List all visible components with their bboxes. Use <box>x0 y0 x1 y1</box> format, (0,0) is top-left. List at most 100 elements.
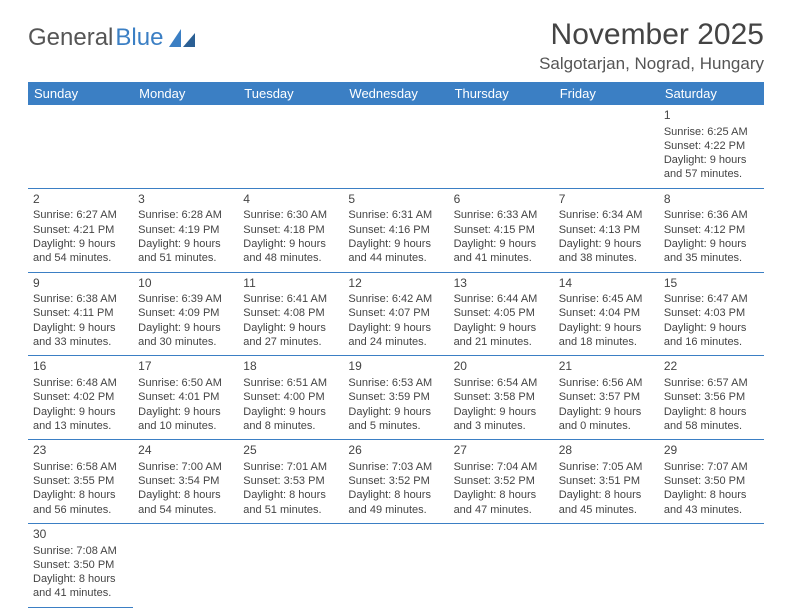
calendar-cell: 13Sunrise: 6:44 AMSunset: 4:05 PMDayligh… <box>449 272 554 356</box>
calendar-row: 30Sunrise: 7:08 AMSunset: 3:50 PMDayligh… <box>28 523 764 607</box>
day-number: 10 <box>138 276 233 292</box>
day-number: 5 <box>348 192 443 208</box>
daylight-text-2: and 45 minutes. <box>559 503 654 517</box>
sunrise-text: Sunrise: 6:31 AM <box>348 208 443 222</box>
weekday-header: Monday <box>133 82 238 105</box>
day-number: 2 <box>33 192 128 208</box>
sunset-text: Sunset: 4:22 PM <box>664 139 759 153</box>
calendar-body: 1Sunrise: 6:25 AMSunset: 4:22 PMDaylight… <box>28 105 764 607</box>
daylight-text-2: and 47 minutes. <box>454 503 549 517</box>
day-number: 3 <box>138 192 233 208</box>
daylight-text-1: Daylight: 9 hours <box>33 321 128 335</box>
calendar-table: Sunday Monday Tuesday Wednesday Thursday… <box>28 82 764 608</box>
daylight-text-2: and 30 minutes. <box>138 335 233 349</box>
weekday-header: Sunday <box>28 82 133 105</box>
calendar-cell: 25Sunrise: 7:01 AMSunset: 3:53 PMDayligh… <box>238 440 343 524</box>
sunset-text: Sunset: 4:09 PM <box>138 306 233 320</box>
calendar-cell <box>238 523 343 607</box>
daylight-text-1: Daylight: 9 hours <box>454 237 549 251</box>
daylight-text-2: and 49 minutes. <box>348 503 443 517</box>
daylight-text-2: and 3 minutes. <box>454 419 549 433</box>
daylight-text-1: Daylight: 9 hours <box>454 321 549 335</box>
sunrise-text: Sunrise: 6:58 AM <box>33 460 128 474</box>
calendar-cell: 19Sunrise: 6:53 AMSunset: 3:59 PMDayligh… <box>343 356 448 440</box>
sunrise-text: Sunrise: 7:07 AM <box>664 460 759 474</box>
daylight-text-2: and 51 minutes. <box>138 251 233 265</box>
sunset-text: Sunset: 4:16 PM <box>348 223 443 237</box>
day-number: 11 <box>243 276 338 292</box>
sunset-text: Sunset: 3:50 PM <box>33 558 128 572</box>
sunrise-text: Sunrise: 6:54 AM <box>454 376 549 390</box>
daylight-text-1: Daylight: 9 hours <box>664 153 759 167</box>
sunrise-text: Sunrise: 6:36 AM <box>664 208 759 222</box>
daylight-text-1: Daylight: 8 hours <box>33 488 128 502</box>
sunrise-text: Sunrise: 7:00 AM <box>138 460 233 474</box>
weekday-header: Saturday <box>659 82 764 105</box>
calendar-cell: 27Sunrise: 7:04 AMSunset: 3:52 PMDayligh… <box>449 440 554 524</box>
sunset-text: Sunset: 3:53 PM <box>243 474 338 488</box>
sunset-text: Sunset: 4:12 PM <box>664 223 759 237</box>
daylight-text-1: Daylight: 8 hours <box>559 488 654 502</box>
sunrise-text: Sunrise: 6:41 AM <box>243 292 338 306</box>
calendar-cell: 16Sunrise: 6:48 AMSunset: 4:02 PMDayligh… <box>28 356 133 440</box>
sunset-text: Sunset: 3:59 PM <box>348 390 443 404</box>
day-number: 16 <box>33 359 128 375</box>
day-number: 22 <box>664 359 759 375</box>
day-number: 17 <box>138 359 233 375</box>
weekday-header: Tuesday <box>238 82 343 105</box>
calendar-cell: 18Sunrise: 6:51 AMSunset: 4:00 PMDayligh… <box>238 356 343 440</box>
daylight-text-2: and 13 minutes. <box>33 419 128 433</box>
calendar-cell: 24Sunrise: 7:00 AMSunset: 3:54 PMDayligh… <box>133 440 238 524</box>
logo-text-1: General <box>28 24 113 52</box>
calendar-cell: 23Sunrise: 6:58 AMSunset: 3:55 PMDayligh… <box>28 440 133 524</box>
daylight-text-2: and 16 minutes. <box>664 335 759 349</box>
daylight-text-2: and 43 minutes. <box>664 503 759 517</box>
sunrise-text: Sunrise: 6:57 AM <box>664 376 759 390</box>
day-number: 26 <box>348 443 443 459</box>
daylight-text-2: and 41 minutes. <box>454 251 549 265</box>
daylight-text-1: Daylight: 9 hours <box>138 237 233 251</box>
calendar-cell <box>133 523 238 607</box>
sunset-text: Sunset: 4:04 PM <box>559 306 654 320</box>
daylight-text-2: and 44 minutes. <box>348 251 443 265</box>
sunrise-text: Sunrise: 7:05 AM <box>559 460 654 474</box>
day-number: 30 <box>33 527 128 543</box>
day-number: 23 <box>33 443 128 459</box>
daylight-text-1: Daylight: 9 hours <box>454 405 549 419</box>
logo-sail-icon <box>167 27 197 49</box>
weekday-header: Wednesday <box>343 82 448 105</box>
weekday-header: Friday <box>554 82 659 105</box>
sunrise-text: Sunrise: 6:39 AM <box>138 292 233 306</box>
sunset-text: Sunset: 4:19 PM <box>138 223 233 237</box>
calendar-cell: 14Sunrise: 6:45 AMSunset: 4:04 PMDayligh… <box>554 272 659 356</box>
day-number: 24 <box>138 443 233 459</box>
daylight-text-2: and 10 minutes. <box>138 419 233 433</box>
sunset-text: Sunset: 4:00 PM <box>243 390 338 404</box>
daylight-text-1: Daylight: 9 hours <box>559 321 654 335</box>
calendar-cell: 8Sunrise: 6:36 AMSunset: 4:12 PMDaylight… <box>659 188 764 272</box>
logo: GeneralBlue <box>28 24 197 52</box>
sunset-text: Sunset: 3:52 PM <box>454 474 549 488</box>
daylight-text-1: Daylight: 8 hours <box>664 488 759 502</box>
calendar-row: 23Sunrise: 6:58 AMSunset: 3:55 PMDayligh… <box>28 440 764 524</box>
day-number: 20 <box>454 359 549 375</box>
calendar-cell: 2Sunrise: 6:27 AMSunset: 4:21 PMDaylight… <box>28 188 133 272</box>
sunrise-text: Sunrise: 7:04 AM <box>454 460 549 474</box>
calendar-cell <box>659 523 764 607</box>
daylight-text-1: Daylight: 9 hours <box>348 321 443 335</box>
daylight-text-2: and 57 minutes. <box>664 167 759 181</box>
day-number: 6 <box>454 192 549 208</box>
daylight-text-1: Daylight: 9 hours <box>348 405 443 419</box>
calendar-cell: 10Sunrise: 6:39 AMSunset: 4:09 PMDayligh… <box>133 272 238 356</box>
daylight-text-2: and 54 minutes. <box>33 251 128 265</box>
calendar-cell: 29Sunrise: 7:07 AMSunset: 3:50 PMDayligh… <box>659 440 764 524</box>
calendar-row: 9Sunrise: 6:38 AMSunset: 4:11 PMDaylight… <box>28 272 764 356</box>
sunrise-text: Sunrise: 6:42 AM <box>348 292 443 306</box>
daylight-text-2: and 54 minutes. <box>138 503 233 517</box>
calendar-row: 16Sunrise: 6:48 AMSunset: 4:02 PMDayligh… <box>28 356 764 440</box>
sunset-text: Sunset: 4:13 PM <box>559 223 654 237</box>
sunset-text: Sunset: 4:03 PM <box>664 306 759 320</box>
calendar-cell <box>449 105 554 188</box>
daylight-text-1: Daylight: 9 hours <box>33 405 128 419</box>
header: GeneralBlue November 2025 Salgotarjan, N… <box>28 18 764 74</box>
